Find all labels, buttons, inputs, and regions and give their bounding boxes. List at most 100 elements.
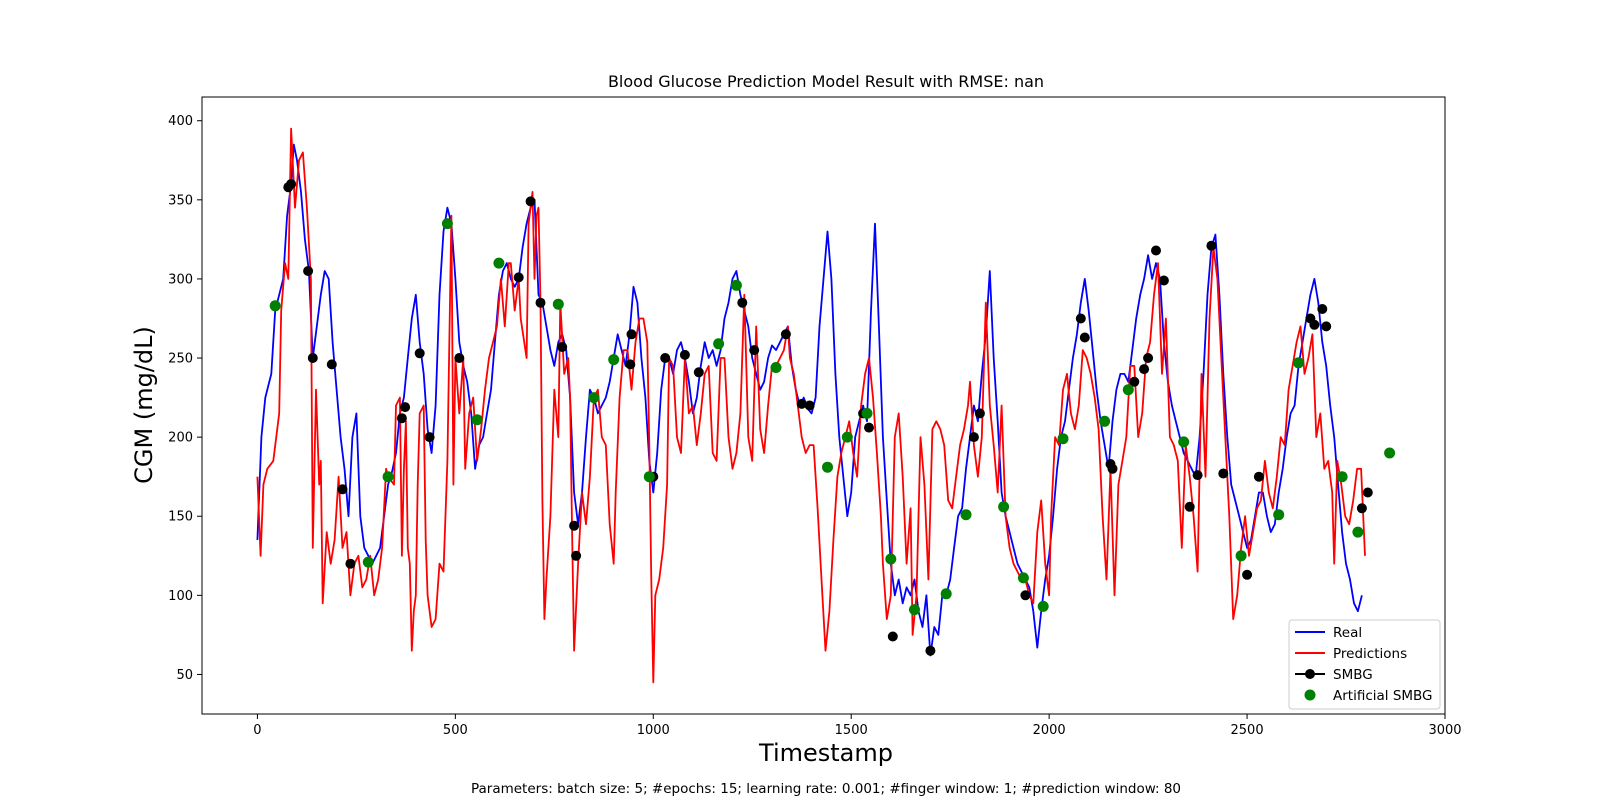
point-artificial-smbg <box>861 407 873 419</box>
point-smbg <box>286 179 297 189</box>
legend-label-real: Real <box>1333 625 1362 641</box>
point-artificial-smbg <box>885 553 897 565</box>
legend-entry-smbg: SMBG <box>1295 667 1373 683</box>
point-smbg <box>535 297 546 308</box>
point-artificial-smbg <box>998 501 1010 513</box>
series-line-predictions <box>256 127 1366 684</box>
point-artificial-smbg <box>1057 433 1069 445</box>
point-smbg <box>660 353 671 363</box>
point-artificial-smbg <box>822 461 833 473</box>
point-artificial-smbg <box>382 471 394 483</box>
point-smbg <box>513 272 524 283</box>
chart-title: Blood Glucose Prediction Model Result wi… <box>608 72 1044 91</box>
point-smbg <box>1020 590 1031 601</box>
point-smbg <box>569 520 580 531</box>
point-smbg <box>804 400 815 411</box>
point-smbg <box>1206 240 1217 251</box>
point-smbg <box>749 345 760 356</box>
y-axis-label: CGM (mg/dL) <box>130 326 158 484</box>
point-smbg <box>925 645 936 656</box>
point-artificial-smbg <box>841 431 853 443</box>
series-smbg <box>283 179 1373 656</box>
point-smbg <box>1129 376 1140 387</box>
point-artificial-smbg <box>493 257 505 269</box>
x-tick-label: 1000 <box>637 723 670 738</box>
point-smbg <box>693 367 704 378</box>
y-tick-label: 100 <box>168 589 193 604</box>
point-artificial-smbg <box>1235 550 1247 562</box>
point-smbg <box>1253 471 1264 482</box>
point-artificial-smbg <box>269 300 281 312</box>
point-smbg <box>326 359 337 370</box>
y-tick-label: 400 <box>168 114 193 129</box>
y-tick-label: 350 <box>168 193 193 208</box>
legend-label-predictions: Predictions <box>1333 646 1407 662</box>
legend: Real Predictions SMBG Artificial SMBG <box>1288 619 1441 710</box>
point-artificial-smbg <box>643 471 655 483</box>
point-smbg <box>303 266 314 276</box>
point-artificial-smbg <box>441 218 453 230</box>
legend-label-artificial-smbg: Artificial SMBG <box>1333 688 1433 704</box>
point-smbg <box>780 329 791 340</box>
point-artificial-smbg <box>1273 509 1285 521</box>
point-smbg <box>345 558 356 569</box>
point-smbg <box>454 353 465 363</box>
point-artificial-smbg <box>909 604 920 616</box>
point-artificial-smbg <box>713 338 725 350</box>
point-artificial-smbg <box>1099 415 1111 427</box>
point-smbg <box>1356 503 1367 514</box>
y-tick-label: 50 <box>176 668 193 683</box>
point-smbg <box>864 422 874 433</box>
point-artificial-smbg <box>960 509 972 521</box>
series-artificial-smbg <box>269 218 1396 616</box>
legend-entry-artificial-smbg: Artificial SMBG <box>1304 688 1433 704</box>
point-smbg <box>307 353 318 363</box>
point-artificial-smbg <box>1122 384 1134 396</box>
point-smbg <box>737 297 748 308</box>
point-smbg <box>396 413 407 424</box>
x-tick-label: 500 <box>443 723 468 738</box>
point-artificial-smbg <box>1037 600 1049 612</box>
point-smbg <box>400 402 411 413</box>
point-smbg <box>1309 319 1320 330</box>
point-smbg <box>1184 501 1195 512</box>
legend-box <box>1288 619 1441 710</box>
point-artificial-smbg <box>1178 436 1190 448</box>
y-tick-label: 250 <box>168 352 193 367</box>
point-smbg <box>414 348 425 359</box>
point-smbg <box>1079 332 1090 343</box>
point-smbg <box>1143 353 1154 363</box>
point-smbg <box>1218 468 1229 479</box>
point-artificial-smbg <box>362 556 374 568</box>
point-smbg <box>525 196 536 207</box>
y-tick-label: 300 <box>168 272 193 287</box>
parameters-caption: Parameters: batch size: 5; #epochs: 15; … <box>471 781 1181 797</box>
point-smbg <box>1107 463 1118 474</box>
y-tick-label: 200 <box>168 431 193 446</box>
legend-marker-smbg <box>1305 669 1315 679</box>
point-artificial-smbg <box>770 362 782 373</box>
point-smbg <box>1139 364 1150 375</box>
point-smbg <box>974 408 985 419</box>
x-tick-label: 2000 <box>1033 723 1066 738</box>
plot-area-frame <box>201 96 1446 715</box>
legend-entry-real: Real <box>1295 625 1362 641</box>
x-tick-label: 2500 <box>1231 723 1264 738</box>
x-axis: 0 500 1000 1500 2000 2500 3000 <box>253 714 1462 738</box>
point-artificial-smbg <box>471 414 483 426</box>
x-tick-label: 0 <box>253 723 261 738</box>
point-smbg <box>626 329 637 340</box>
point-artificial-smbg <box>588 392 600 404</box>
point-smbg <box>1192 470 1203 481</box>
point-smbg <box>1317 304 1328 314</box>
point-artificial-smbg <box>1336 471 1348 483</box>
legend-marker-artificial-smbg <box>1304 689 1316 701</box>
point-artificial-smbg <box>940 588 952 600</box>
legend-entry-predictions: Predictions <box>1295 646 1407 662</box>
point-smbg <box>557 342 568 352</box>
legend-label-smbg: SMBG <box>1333 667 1373 683</box>
point-artificial-smbg <box>1384 447 1396 459</box>
point-smbg <box>968 432 979 443</box>
x-tick-label: 1500 <box>835 723 868 738</box>
point-artificial-smbg <box>552 298 564 310</box>
